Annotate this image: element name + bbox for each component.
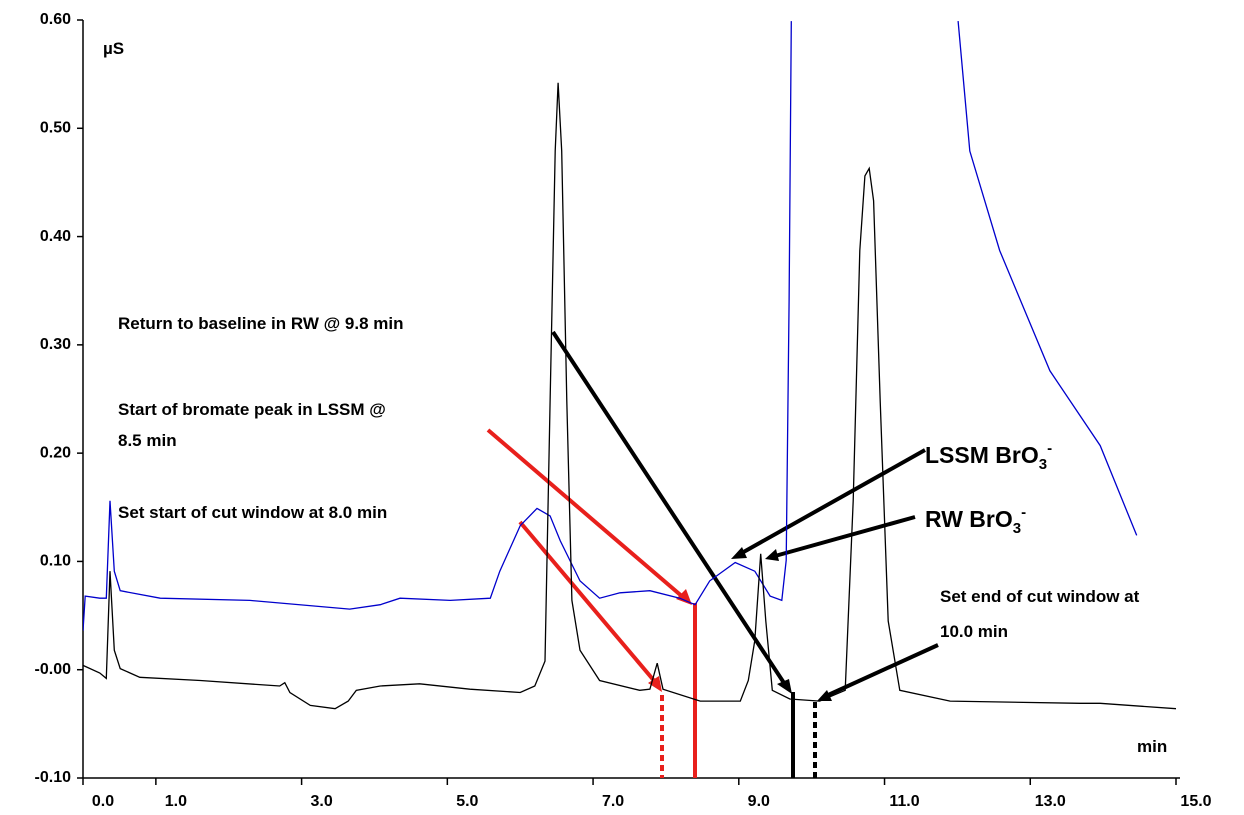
annotation: Set end of cut window at [940, 587, 1140, 606]
peak-label: LSSM BrO3- [925, 440, 1052, 473]
annotation: 8.5 min [118, 431, 177, 450]
annotation: Set start of cut window at 8.0 min [118, 503, 387, 522]
arrow [825, 643, 939, 698]
trace [83, 21, 1138, 631]
x-tick-label: 1.0 [165, 793, 187, 810]
annotations: Return to baseline in RW @ 9.8 min Start… [118, 314, 1140, 641]
peak-label-text: RW BrO [925, 506, 1013, 532]
arrow-head [817, 690, 832, 701]
peak-label-text: LSSM BrO [925, 442, 1039, 468]
x-tick-label: 9.0 [748, 793, 770, 810]
x-tick-label: 5.0 [456, 793, 478, 810]
y-axis-label: µS [103, 39, 124, 58]
x-tick-label: 0.0 [92, 793, 114, 810]
y-tick-label: 0.30 [40, 336, 71, 353]
x-tick-label: 3.0 [310, 793, 332, 810]
y-tick-label: -0.00 [35, 661, 72, 678]
y-tick-label: -0.10 [35, 769, 72, 786]
peak-label: RW BrO3- [925, 504, 1026, 537]
peak-label-sub: 3 [1039, 456, 1047, 473]
y-tick-label: 0.20 [40, 444, 71, 461]
arrow-head [648, 676, 662, 692]
arrow [486, 428, 686, 600]
annotation: Start of bromate peak in LSSM @ [118, 400, 386, 419]
y-tick-label: 0.50 [40, 120, 71, 137]
annotation: Return to baseline in RW @ 9.8 min [118, 314, 403, 333]
arrow [551, 330, 788, 688]
plot-area [83, 21, 1177, 710]
arrow [739, 448, 926, 556]
x-tick-label: 11.0 [889, 793, 919, 810]
y-tick-label: 0.60 [40, 11, 71, 28]
y-tick-label: 0.10 [40, 553, 71, 570]
peak-label-sup: - [1047, 440, 1052, 457]
peak-label-sub: 3 [1013, 520, 1021, 537]
arrows [486, 330, 939, 701]
arrow [774, 515, 916, 558]
arrow-head [765, 549, 779, 561]
arrow [518, 520, 658, 685]
x-tick-label: 15.0 [1180, 793, 1211, 810]
trace [83, 82, 1177, 710]
arrow-head [731, 547, 747, 559]
peak-label-sup: - [1021, 504, 1026, 521]
x-tick-label: 13.0 [1035, 793, 1066, 810]
x-axis-label: min [1137, 737, 1167, 756]
y-tick-label: 0.40 [40, 228, 71, 245]
x-tick-label: 7.0 [602, 793, 624, 810]
cut-lines [660, 603, 817, 778]
annotation: 10.0 min [940, 622, 1008, 641]
arrow-head [777, 679, 792, 694]
